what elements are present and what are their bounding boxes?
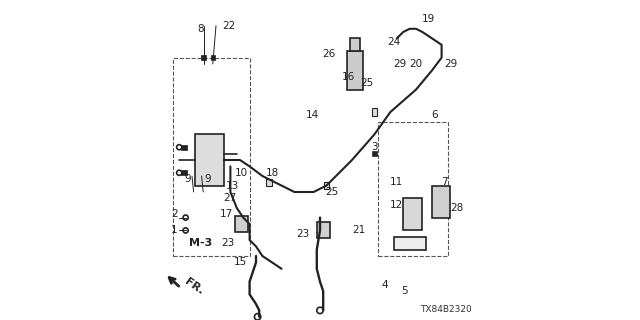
- Bar: [432, 186, 450, 218]
- Bar: [347, 51, 364, 90]
- Text: 6: 6: [431, 110, 438, 120]
- Bar: [351, 38, 360, 51]
- Text: 27: 27: [223, 193, 237, 204]
- Text: 23: 23: [221, 238, 234, 248]
- Bar: [371, 151, 378, 156]
- Text: 29: 29: [444, 59, 458, 69]
- Text: 25: 25: [325, 187, 338, 197]
- Text: 1: 1: [171, 225, 178, 236]
- Text: 8: 8: [198, 24, 204, 34]
- Text: 18: 18: [266, 168, 280, 178]
- Bar: [211, 55, 215, 60]
- Bar: [317, 222, 330, 238]
- Bar: [371, 108, 378, 116]
- Text: 5: 5: [401, 286, 408, 296]
- Text: 10: 10: [236, 168, 248, 178]
- Text: 12: 12: [390, 200, 403, 210]
- Text: M-3: M-3: [189, 238, 212, 248]
- Text: 14: 14: [305, 110, 319, 120]
- Text: 4: 4: [381, 280, 388, 290]
- Text: TX84B2320: TX84B2320: [420, 305, 472, 314]
- Text: 3: 3: [371, 142, 378, 152]
- Text: 9: 9: [204, 174, 211, 184]
- Bar: [236, 216, 248, 232]
- Bar: [403, 198, 422, 230]
- Text: 11: 11: [390, 177, 403, 188]
- Text: 21: 21: [352, 225, 365, 236]
- Bar: [201, 55, 206, 60]
- Text: 19: 19: [422, 14, 435, 24]
- Text: 28: 28: [451, 203, 464, 213]
- Bar: [182, 145, 187, 150]
- Text: 9: 9: [185, 174, 191, 184]
- Text: 16: 16: [342, 72, 355, 82]
- Bar: [182, 170, 187, 175]
- Text: 15: 15: [234, 257, 247, 268]
- Text: 23: 23: [296, 228, 310, 239]
- Bar: [195, 134, 224, 186]
- Text: 24: 24: [387, 36, 401, 47]
- Text: 22: 22: [223, 20, 236, 31]
- Bar: [394, 237, 426, 250]
- Text: 29: 29: [393, 59, 406, 69]
- Text: 20: 20: [409, 59, 422, 69]
- Text: 7: 7: [442, 177, 448, 188]
- Text: 2: 2: [171, 209, 178, 220]
- Text: 17: 17: [220, 209, 233, 220]
- Bar: [266, 179, 272, 186]
- Text: 26: 26: [322, 49, 335, 60]
- Text: 13: 13: [226, 180, 239, 191]
- Bar: [323, 182, 329, 189]
- Text: 25: 25: [360, 78, 373, 88]
- Text: FR.: FR.: [182, 276, 205, 296]
